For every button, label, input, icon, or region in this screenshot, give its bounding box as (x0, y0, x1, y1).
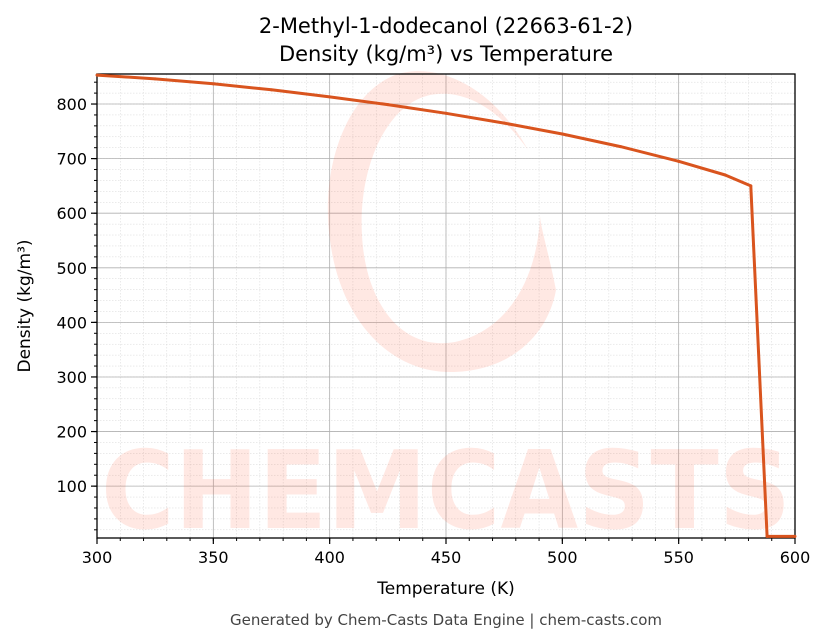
x-tick-label: 550 (663, 548, 694, 567)
data-point (95, 73, 99, 77)
y-tick-label: 800 (56, 95, 87, 114)
data-point (444, 111, 448, 115)
x-axis-label: Temperature (K) (376, 579, 515, 599)
data-point (677, 159, 681, 163)
y-tick-label: 700 (56, 150, 87, 169)
y-tick-labels: 100 200 300 400 500 600 700 800 (56, 95, 87, 496)
data-point (502, 121, 506, 125)
x-tick-labels: 300 350 400 450 500 550 600 (82, 548, 811, 567)
x-tick-label: 350 (198, 548, 229, 567)
data-point (749, 184, 753, 188)
x-tick-label: 500 (547, 548, 578, 567)
footer-credit: Generated by Chem-Casts Data Engine | ch… (230, 611, 662, 629)
data-point (619, 145, 622, 149)
data-point (328, 95, 332, 99)
y-tick-label: 100 (56, 477, 87, 496)
chart-title: 2-Methyl-1-dodecanol (22663-61-2) (259, 14, 633, 38)
data-point (386, 103, 390, 107)
watermark-swirl-icon (327, 71, 556, 372)
data-point (211, 82, 215, 86)
data-point (793, 534, 797, 538)
data-point (560, 132, 564, 136)
chemcasts-watermark: CHEMCASTS (101, 71, 791, 554)
data-point (723, 173, 727, 177)
x-tick-label: 600 (780, 548, 811, 567)
y-tick-label: 200 (56, 423, 87, 442)
x-tick-label: 300 (82, 548, 113, 567)
axis-ticks (91, 81, 796, 544)
x-tick-label: 400 (314, 548, 345, 567)
y-axis-label: Density (kg/m³) (15, 239, 35, 372)
y-tick-label: 300 (56, 368, 87, 387)
y-tick-label: 400 (56, 313, 87, 332)
chart-subtitle: Density (kg/m³) vs Temperature (279, 42, 613, 66)
watermark-text: CHEMCASTS (101, 429, 791, 554)
y-tick-label: 600 (56, 204, 87, 223)
y-tick-label: 500 (56, 259, 87, 278)
data-point (153, 77, 157, 81)
data-point (270, 88, 273, 92)
data-point (765, 534, 769, 538)
series-points (95, 73, 797, 538)
x-tick-label: 450 (431, 548, 462, 567)
